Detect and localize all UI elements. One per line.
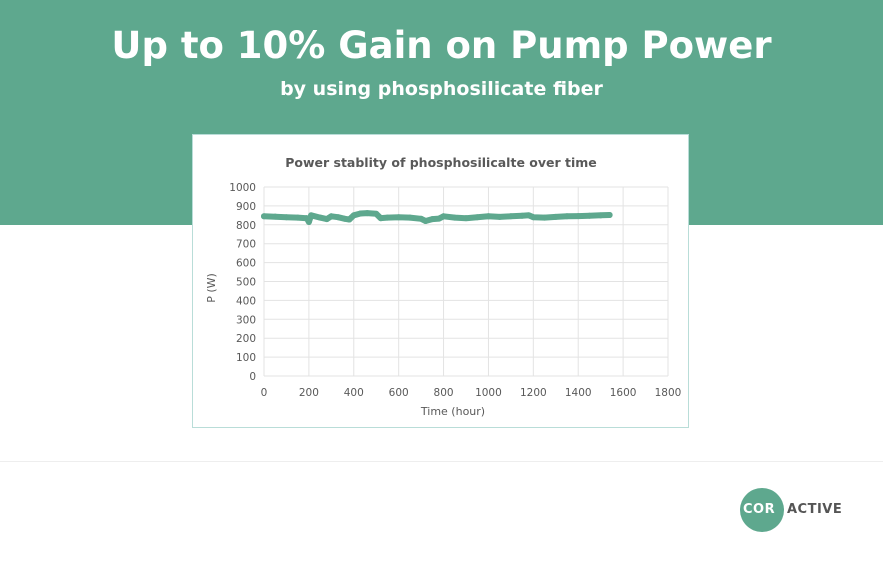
- data-point: [606, 211, 613, 218]
- grid: [263, 186, 669, 377]
- coractive-logo: COR ACTIVE: [740, 488, 855, 532]
- y-tick-label: 0: [249, 371, 256, 383]
- y-axis-ticks: 0 100 200 300 400 500 600 700 800 900 1000: [229, 182, 256, 383]
- data-point: [597, 212, 604, 219]
- data-point: [323, 216, 330, 223]
- data-point: [422, 218, 429, 225]
- data-point: [474, 214, 481, 221]
- data-point: [317, 214, 324, 221]
- data-point: [575, 213, 582, 220]
- logo-text-active: ACTIVE: [787, 502, 843, 517]
- x-tick-label: 800: [434, 387, 454, 399]
- data-point: [496, 213, 503, 220]
- x-tick-label: 200: [299, 387, 319, 399]
- data-point: [564, 213, 570, 220]
- data-point: [373, 210, 380, 217]
- data-point: [272, 213, 279, 220]
- data-point: [305, 218, 312, 225]
- data-point: [525, 212, 532, 219]
- y-tick-label: 300: [236, 314, 256, 326]
- x-tick-label: 1000: [475, 387, 502, 399]
- chart-card: Power stablity of phosphosilicalte over …: [192, 134, 689, 428]
- data-point: [364, 210, 371, 217]
- y-tick-label: 900: [236, 201, 256, 213]
- logo-text-cor: COR: [743, 502, 776, 517]
- data-point: [328, 213, 335, 220]
- data-point: [541, 214, 548, 221]
- x-tick-label: 600: [389, 387, 409, 399]
- data-point: [346, 216, 353, 223]
- section-divider: [0, 461, 883, 462]
- page-subtitle: by using phosphosilicate fiber: [280, 78, 603, 100]
- data-point: [530, 214, 537, 221]
- data-point: [485, 213, 492, 220]
- data-point: [335, 214, 342, 221]
- x-tick-label: 1600: [610, 387, 637, 399]
- data-point: [507, 213, 514, 220]
- data-point: [440, 213, 447, 220]
- logo-circle: [740, 488, 784, 532]
- series-layer: [261, 210, 613, 225]
- data-point: [406, 214, 413, 221]
- data-point: [357, 210, 364, 217]
- y-tick-label: 800: [236, 220, 256, 232]
- x-tick-label: 0: [261, 387, 268, 399]
- data-point: [552, 213, 559, 220]
- data-point: [463, 215, 469, 222]
- data-point: [350, 212, 357, 219]
- y-tick-label: 200: [236, 333, 256, 345]
- y-tick-label: 400: [236, 295, 256, 307]
- x-tick-label: 1200: [520, 387, 547, 399]
- data-point: [451, 214, 458, 221]
- data-point: [436, 215, 443, 222]
- y-tick-label: 700: [236, 239, 256, 251]
- x-tick-label: 1800: [655, 387, 682, 399]
- x-tick-label: 1400: [565, 387, 592, 399]
- data-point: [395, 214, 402, 221]
- data-point: [586, 212, 593, 219]
- data-point: [308, 212, 315, 219]
- y-tick-label: 500: [236, 277, 256, 289]
- chart-title: Power stablity of phosphosilicalte over …: [285, 155, 597, 170]
- x-axis-label: Time (hour): [420, 405, 485, 418]
- data-point: [429, 216, 436, 223]
- y-tick-label: 600: [236, 258, 256, 270]
- y-tick-label: 1000: [229, 182, 256, 194]
- data-point: [283, 214, 290, 221]
- data-point: [519, 212, 526, 219]
- data-point: [341, 215, 348, 222]
- data-point: [261, 213, 267, 220]
- page-title: Up to 10% Gain on Pump Power: [111, 24, 772, 67]
- y-axis-label: P (W): [205, 273, 218, 303]
- data-point: [384, 214, 391, 221]
- x-tick-label: 400: [344, 387, 364, 399]
- data-point: [294, 214, 301, 221]
- y-tick-label: 100: [236, 352, 256, 364]
- data-point: [377, 215, 384, 222]
- power-stability-chart: Power stablity of phosphosilicalte over …: [205, 155, 682, 418]
- x-axis-ticks: 0 200 400 600 800 1000 1200 1400 1600 1800: [261, 387, 682, 399]
- data-point: [418, 215, 425, 222]
